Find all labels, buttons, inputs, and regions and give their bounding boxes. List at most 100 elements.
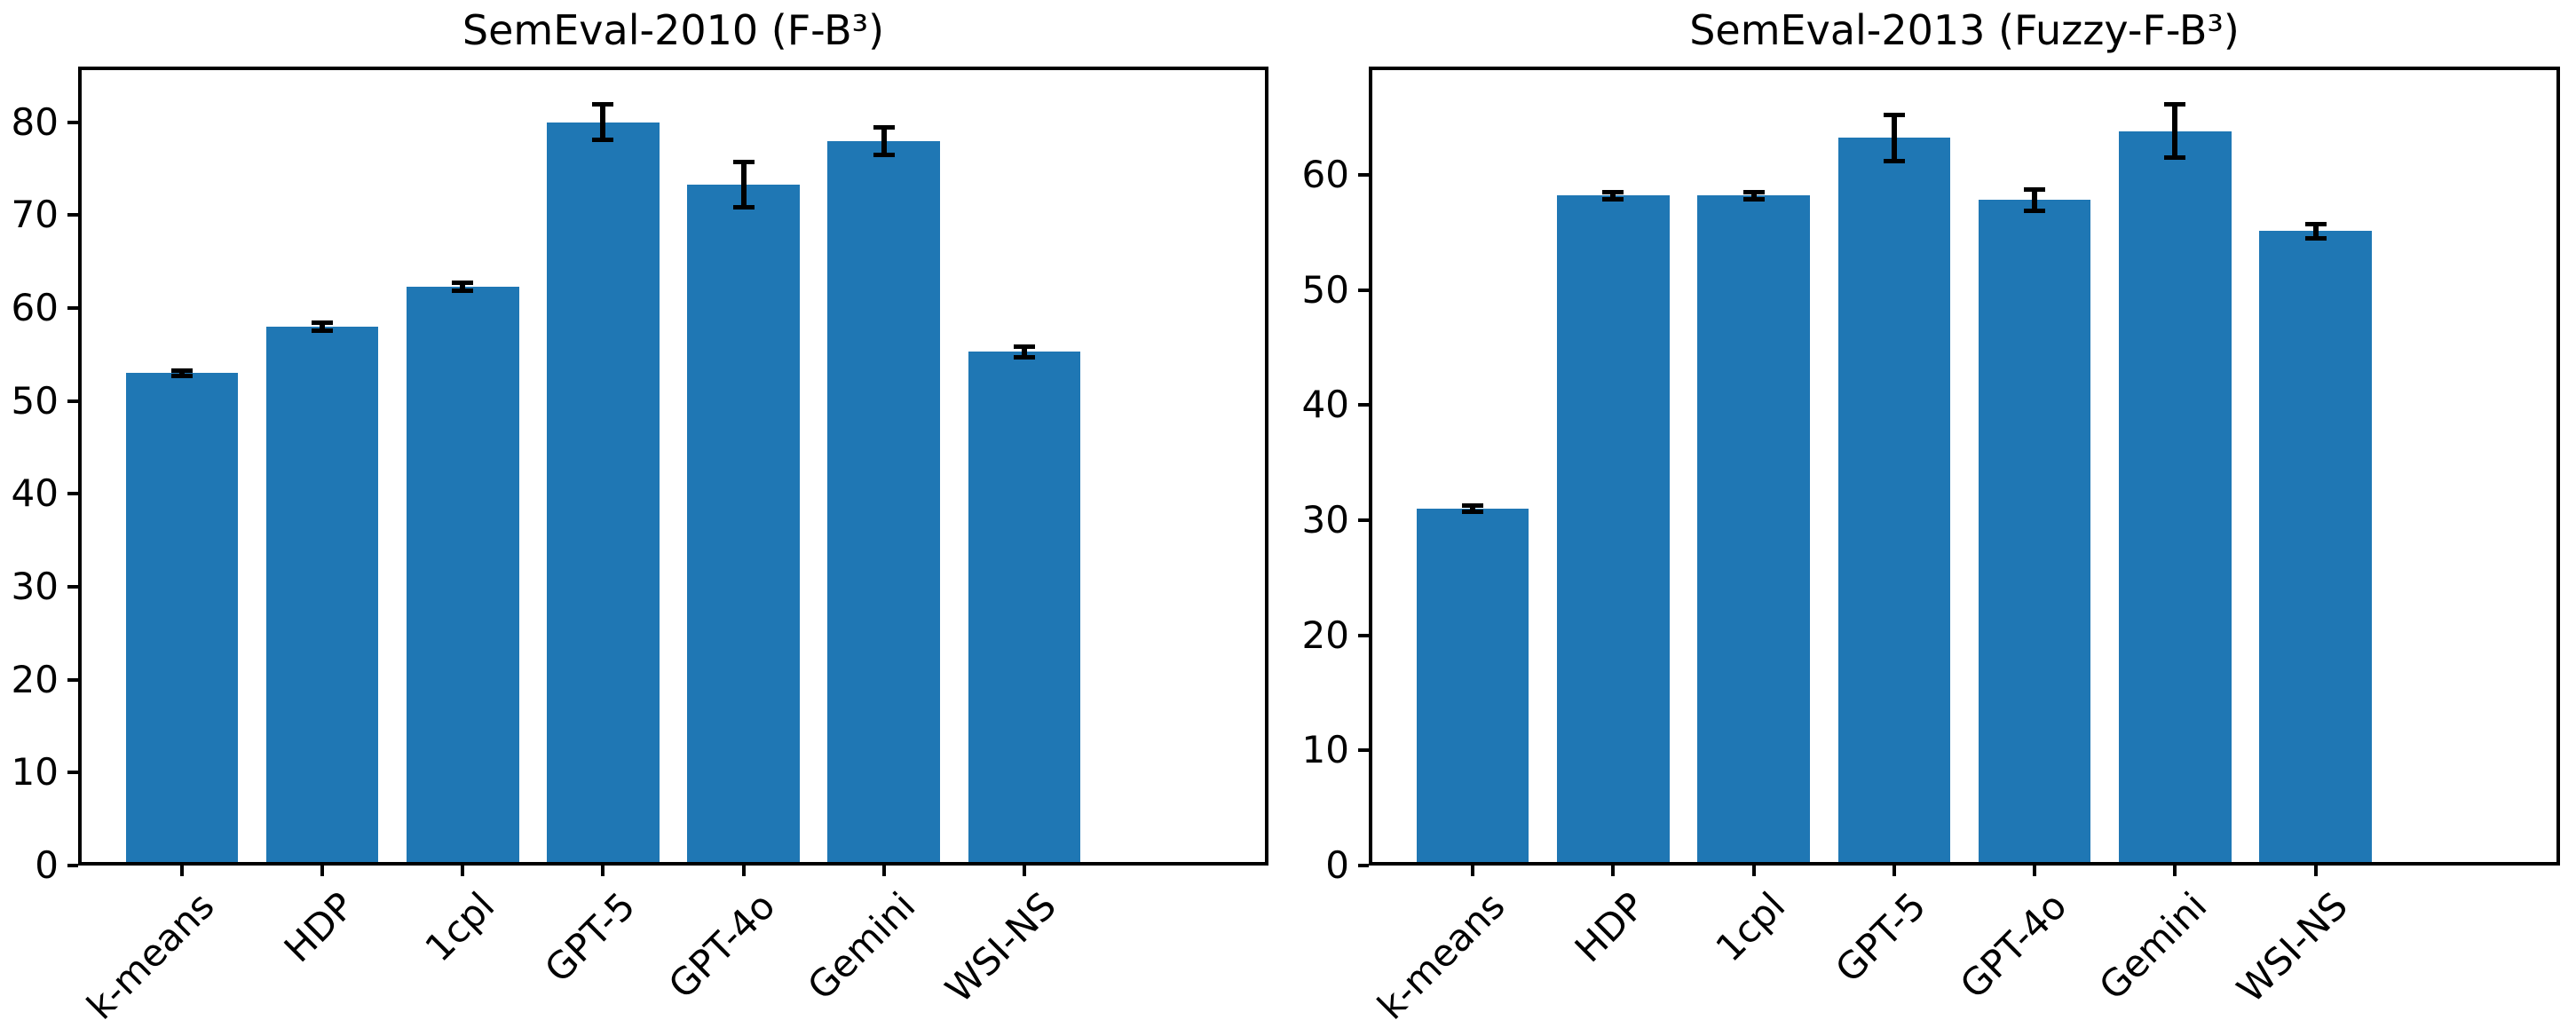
error-cap-top-WSI-NS <box>1013 344 1035 349</box>
y-axis-tick <box>1358 288 1369 292</box>
error-cap-top-HDP <box>312 320 334 326</box>
x-axis-tick <box>601 866 605 876</box>
error-cap-bottom-HDP <box>312 328 334 333</box>
bar-k-means <box>1416 508 1529 866</box>
error-cap-top-k-means <box>171 368 194 373</box>
error-cap-bottom-WSI-NS <box>2304 235 2327 241</box>
x-axis-label-HDP: HDP <box>1566 883 1654 971</box>
y-axis-tick <box>67 306 78 311</box>
bar-HDP <box>265 327 379 866</box>
y-axis-tick <box>67 771 78 775</box>
error-cap-bottom-Gemini <box>873 152 895 157</box>
error-cap-top-GPT-5 <box>592 102 614 107</box>
error-bar-k-means <box>179 370 186 376</box>
error-bar-1cpl <box>460 282 466 291</box>
error-cap-bottom-GPT-5 <box>1883 158 1905 163</box>
bar-WSI-NS <box>2259 231 2372 866</box>
error-cap-top-GPT-4o <box>2024 187 2046 193</box>
y-axis-tick <box>1358 633 1369 637</box>
x-axis-tick <box>881 866 886 876</box>
x-axis-tick <box>1471 866 1475 876</box>
y-axis-tick-label: 70 <box>11 193 59 237</box>
y-axis-tick <box>67 213 78 217</box>
error-cap-bottom-GPT-4o <box>2024 208 2046 213</box>
bar-WSI-NS <box>968 352 1081 866</box>
error-bar-HDP <box>320 322 326 331</box>
bar-1cpl <box>1697 195 1810 866</box>
bar-HDP <box>1557 195 1670 866</box>
y-axis-tick-label: 30 <box>1301 497 1349 542</box>
y-axis-tick <box>67 677 78 682</box>
x-axis-tick <box>1611 866 1616 876</box>
y-axis-tick-label: 0 <box>35 843 59 887</box>
error-bar-WSI-NS <box>2312 224 2319 239</box>
x-axis-label-Gemini: Gemini <box>799 883 924 1008</box>
error-cap-bottom-GPT-5 <box>592 138 614 143</box>
chart-title-semeval-2010: SemEval-2010 (F-B³) <box>462 6 885 54</box>
x-axis-tick <box>2173 866 2177 876</box>
bar-GPT-4o <box>687 184 800 866</box>
x-axis-label-GPT-5: GPT-5 <box>536 883 644 992</box>
error-bar-k-means <box>1470 505 1476 512</box>
error-cap-top-k-means <box>1462 502 1484 508</box>
error-cap-top-Gemini <box>873 124 895 130</box>
chart-title-semeval-2013: SemEval-2013 (Fuzzy-F-B³) <box>1689 6 2240 54</box>
y-axis-tick <box>67 399 78 403</box>
y-axis-tick-label: 50 <box>1301 267 1349 312</box>
x-axis-tick <box>741 866 746 876</box>
error-bar-GPT-5 <box>600 104 606 140</box>
y-axis-tick-label: 50 <box>11 378 59 423</box>
bar-Gemini <box>827 140 940 866</box>
error-bar-GPT-4o <box>2032 189 2038 211</box>
bar-GPT-4o <box>1978 200 2091 866</box>
error-bar-GPT-4o <box>740 162 747 207</box>
x-axis-tick <box>1751 866 1756 876</box>
error-cap-bottom-WSI-NS <box>1013 355 1035 360</box>
error-bar-HDP <box>1610 192 1616 200</box>
x-axis-tick <box>180 866 185 876</box>
error-cap-top-GPT-4o <box>732 160 755 165</box>
y-axis-tick <box>67 864 78 867</box>
y-axis-tick-label: 60 <box>1301 152 1349 196</box>
error-bar-1cpl <box>1750 192 1757 200</box>
x-axis-label-HDP: HDP <box>275 883 363 971</box>
error-cap-top-1cpl <box>452 281 474 286</box>
y-axis-tick <box>67 585 78 589</box>
y-axis-tick <box>1358 748 1369 753</box>
bar-Gemini <box>2119 130 2232 866</box>
x-axis-label-WSI-NS: WSI-NS <box>936 883 1065 1011</box>
y-axis-tick <box>1358 864 1369 867</box>
x-axis-label-k-means: k-means <box>78 883 223 1020</box>
y-axis-tick-label: 0 <box>1325 843 1349 887</box>
x-axis-label-Gemini: Gemini <box>2090 883 2216 1008</box>
plot-area-semeval-2010 <box>78 67 1268 866</box>
error-cap-bottom-k-means <box>1462 510 1484 515</box>
y-axis-tick <box>1358 172 1369 177</box>
error-cap-bottom-GPT-4o <box>732 204 755 210</box>
error-cap-top-GPT-5 <box>1883 112 1905 117</box>
y-axis-tick-label: 20 <box>1301 613 1349 657</box>
x-axis-label-GPT-4o: GPT-4o <box>1951 883 2075 1008</box>
x-axis-tick <box>2313 866 2318 876</box>
x-axis-tick <box>320 866 325 876</box>
error-bar-WSI-NS <box>1021 346 1027 358</box>
error-cap-top-HDP <box>1602 189 1624 194</box>
x-axis-label-1cpl: 1cpl <box>416 883 503 970</box>
y-axis-tick-label: 10 <box>11 750 59 795</box>
y-axis-tick-label: 20 <box>11 657 59 701</box>
error-cap-bottom-1cpl <box>452 288 474 293</box>
bar-k-means <box>125 373 239 866</box>
x-axis-tick <box>1022 866 1026 876</box>
x-axis-label-k-means: k-means <box>1369 883 1513 1020</box>
y-axis-tick <box>67 120 78 124</box>
x-axis-tick <box>461 866 465 876</box>
error-bar-GPT-5 <box>1891 115 1897 162</box>
x-axis-label-GPT-5: GPT-5 <box>1827 883 1935 992</box>
x-axis-label-1cpl: 1cpl <box>1707 883 1794 970</box>
y-axis-tick-label: 10 <box>1301 728 1349 772</box>
error-cap-top-WSI-NS <box>2304 222 2327 227</box>
x-axis-label-WSI-NS: WSI-NS <box>2228 883 2356 1011</box>
error-bar-Gemini <box>881 127 887 155</box>
y-axis-tick <box>1358 403 1369 407</box>
